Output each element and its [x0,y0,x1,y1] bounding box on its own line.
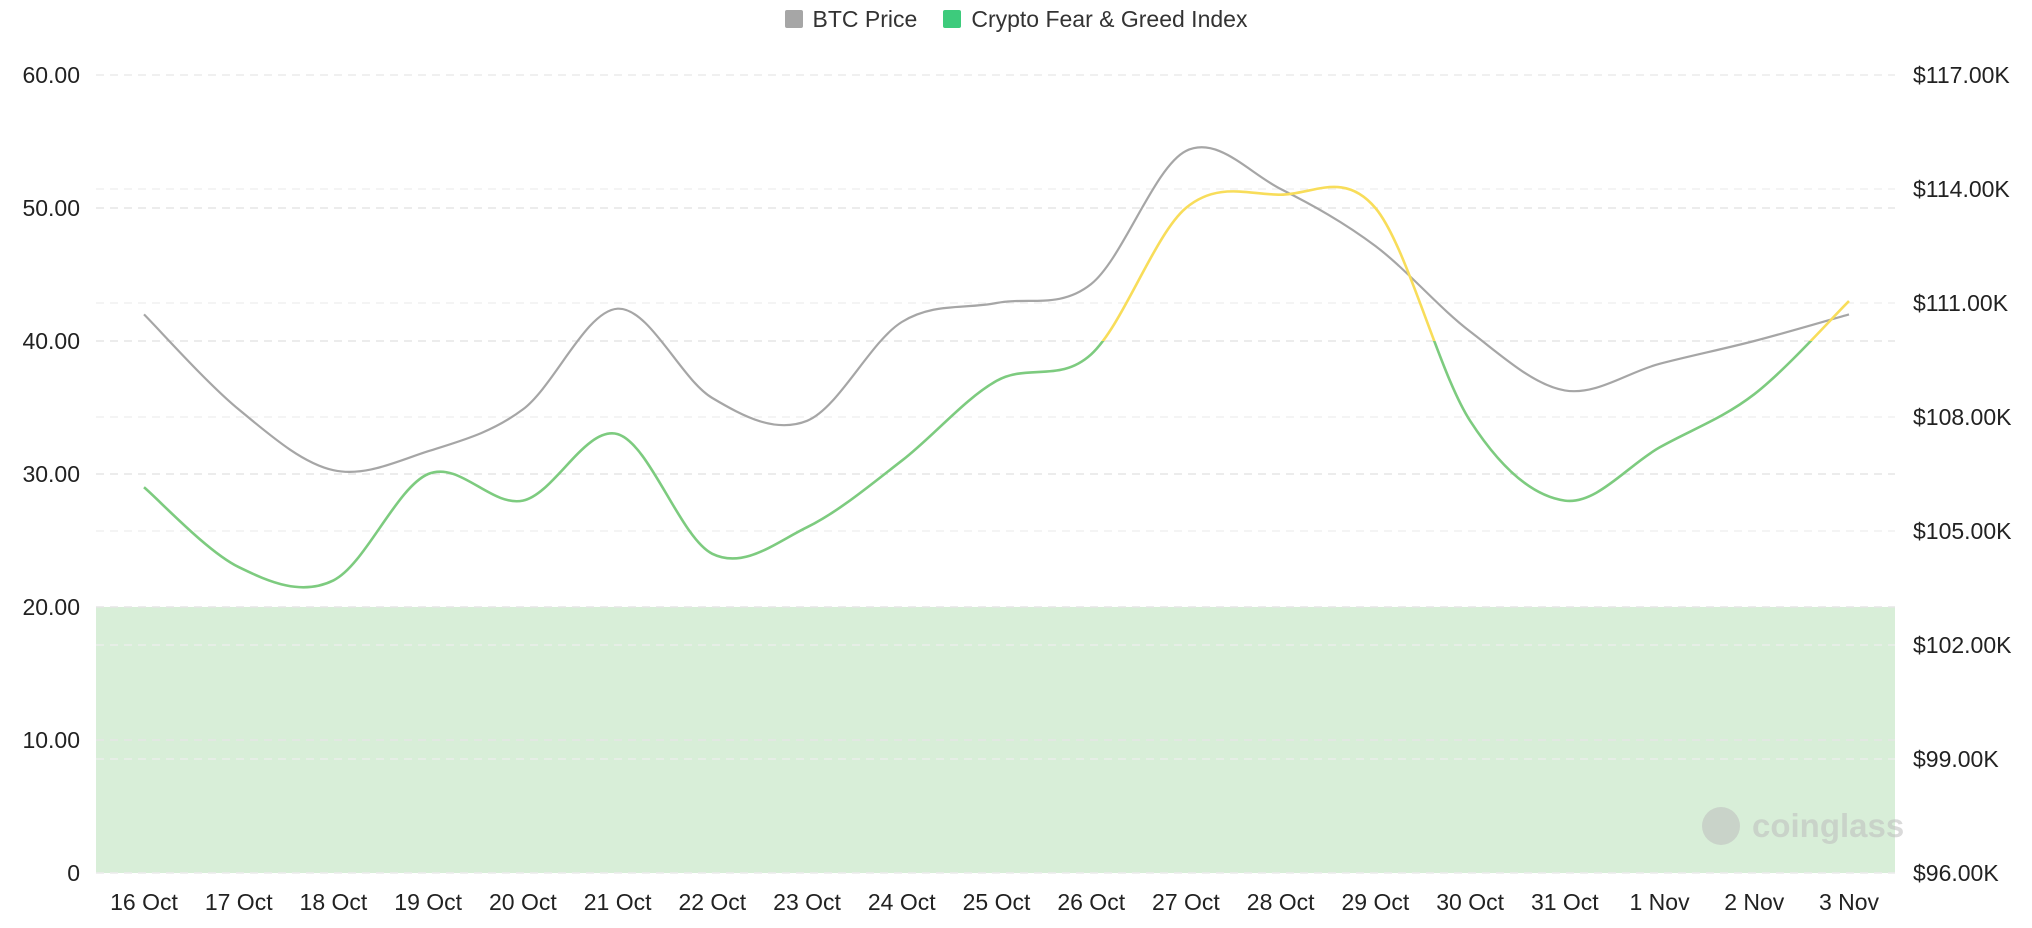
legend: BTC Price Crypto Fear & Greed Index [0,4,2032,34]
left-axis-tick-label: 0 [67,860,80,886]
x-axis-tick-label: 22 Oct [678,889,746,915]
left-axis-tick-label: 40.00 [22,328,80,354]
x-axis-tick-label: 3 Nov [1819,889,1880,915]
left-axis-tick-label: 10.00 [22,727,80,753]
x-axis-tick-label: 24 Oct [868,889,936,915]
x-axis-tick-label: 21 Oct [584,889,652,915]
x-axis-tick-label: 27 Oct [1152,889,1220,915]
x-axis-tick-label: 1 Nov [1630,889,1691,915]
x-axis-tick-label: 20 Oct [489,889,557,915]
right-axis-tick-label: $108.00K [1913,404,2012,430]
right-axis-tick-label: $96.00K [1913,860,1999,886]
legend-label-btc-price: BTC Price [812,5,918,32]
fear-greed-line-fear [143,341,1813,589]
right-axis-tick-label: $102.00K [1913,632,2012,658]
left-axis-tick-label: 30.00 [22,461,80,487]
legend-item-btc-price[interactable]: BTC Price [784,5,918,33]
right-axis-tick-label: $105.00K [1913,518,2012,544]
legend-swatch-btc-price [784,10,803,28]
x-axis-tick-label: 31 Oct [1531,889,1599,915]
x-axis-tick-label: 16 Oct [110,889,178,915]
coinglass-watermark: coinglass [1702,807,1904,845]
x-axis-tick-label: 26 Oct [1057,889,1125,915]
left-axis-tick-label: 20.00 [22,594,80,620]
x-axis-tick-label: 19 Oct [394,889,462,915]
x-axis-tick-label: 28 Oct [1247,889,1315,915]
x-axis-tick-label: 25 Oct [963,889,1031,915]
x-axis-tick-label: 30 Oct [1436,889,1504,915]
coinglass-logo-icon [1702,807,1740,845]
watermark-text: coinglass [1752,807,1904,844]
x-axis-tick-label: 18 Oct [300,889,368,915]
legend-swatch-fear-greed [943,10,962,28]
right-axis-tick-label: $117.00K [1913,62,2010,88]
right-axis-tick-label: $99.00K [1913,746,1999,772]
legend-label-fear-greed: Crypto Fear & Greed Index [971,5,1248,32]
fear-greed-line-neutral [1101,185,1850,341]
left-axis-tick-label: 60.00 [22,62,80,88]
x-axis-tick-label: 2 Nov [1724,889,1785,915]
legend-item-fear-greed[interactable]: Crypto Fear & Greed Index [943,6,1247,33]
x-axis-tick-label: 23 Oct [773,889,841,915]
btc-price-line [143,146,1850,474]
right-axis-tick-label: $114.00K [1913,176,2010,202]
x-axis-tick-label: 17 Oct [205,889,273,915]
x-axis-tick-label: 29 Oct [1342,889,1410,915]
left-axis-tick-label: 50.00 [22,195,80,221]
right-axis-tick-label: $111.00K [1913,290,2009,316]
